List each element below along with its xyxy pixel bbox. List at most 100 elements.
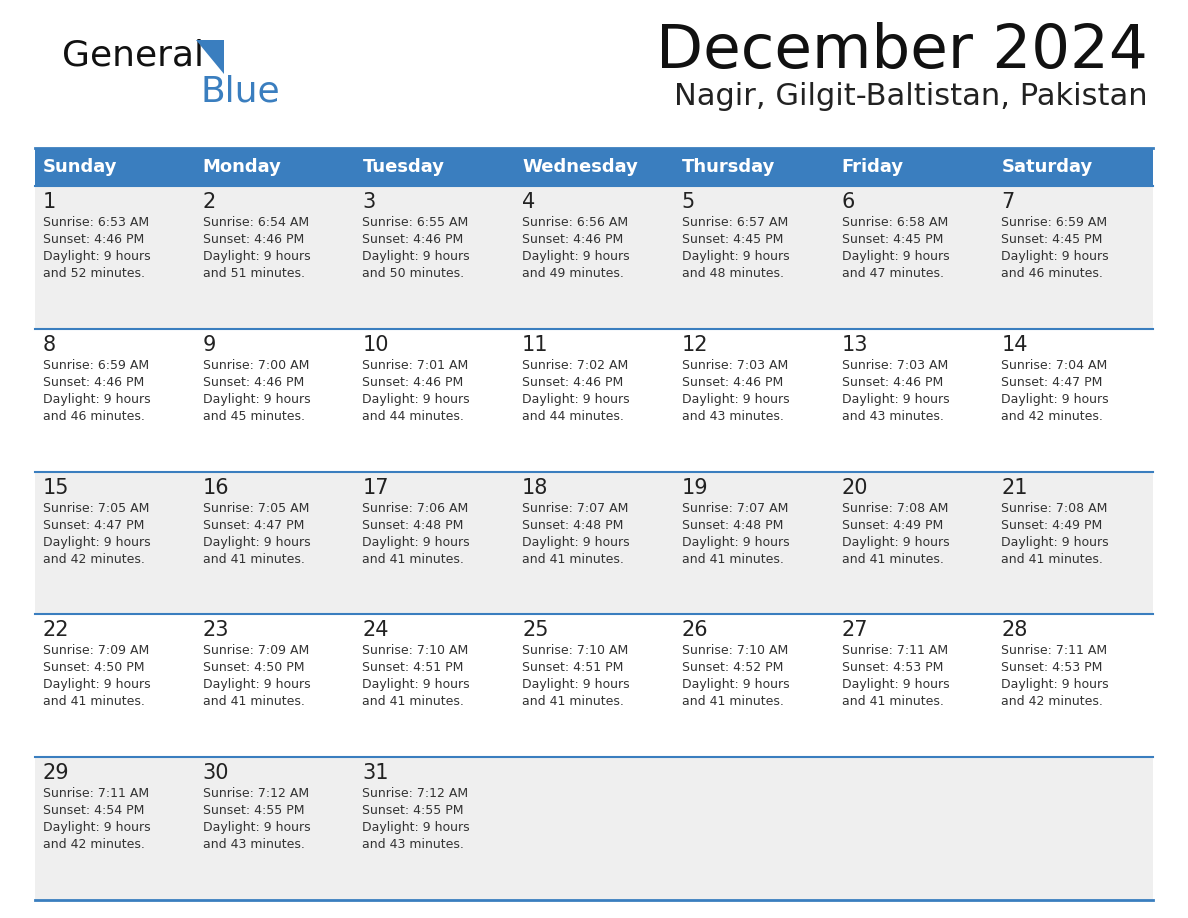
- Text: Sunset: 4:48 PM: Sunset: 4:48 PM: [523, 519, 624, 532]
- Text: Sunset: 4:50 PM: Sunset: 4:50 PM: [203, 661, 304, 675]
- Text: and 49 minutes.: and 49 minutes.: [523, 267, 624, 280]
- Text: Sunday: Sunday: [43, 158, 118, 176]
- Text: Sunset: 4:46 PM: Sunset: 4:46 PM: [43, 233, 144, 246]
- Text: and 46 minutes.: and 46 minutes.: [1001, 267, 1104, 280]
- Text: Sunrise: 7:04 AM: Sunrise: 7:04 AM: [1001, 359, 1107, 372]
- Text: 21: 21: [1001, 477, 1028, 498]
- Text: and 41 minutes.: and 41 minutes.: [841, 553, 943, 565]
- Text: Sunrise: 7:10 AM: Sunrise: 7:10 AM: [362, 644, 469, 657]
- Text: Sunrise: 6:58 AM: Sunrise: 6:58 AM: [841, 216, 948, 229]
- Text: 6: 6: [841, 192, 855, 212]
- Text: Sunrise: 7:11 AM: Sunrise: 7:11 AM: [43, 788, 150, 800]
- Text: 12: 12: [682, 335, 708, 354]
- Text: and 47 minutes.: and 47 minutes.: [841, 267, 943, 280]
- Text: and 52 minutes.: and 52 minutes.: [43, 267, 145, 280]
- Text: and 42 minutes.: and 42 minutes.: [43, 553, 145, 565]
- Text: 18: 18: [523, 477, 549, 498]
- Bar: [34, 186, 1154, 329]
- Text: Sunset: 4:51 PM: Sunset: 4:51 PM: [362, 661, 463, 675]
- Text: Sunset: 4:46 PM: Sunset: 4:46 PM: [362, 375, 463, 389]
- Text: 24: 24: [362, 621, 388, 641]
- Text: 30: 30: [203, 763, 229, 783]
- Text: Daylight: 9 hours: Daylight: 9 hours: [523, 535, 630, 549]
- Text: Monday: Monday: [203, 158, 282, 176]
- Bar: [34, 329, 1154, 472]
- Text: Sunrise: 7:10 AM: Sunrise: 7:10 AM: [682, 644, 788, 657]
- Text: Sunset: 4:55 PM: Sunset: 4:55 PM: [362, 804, 465, 817]
- Text: and 41 minutes.: and 41 minutes.: [43, 696, 145, 709]
- Text: Sunset: 4:47 PM: Sunset: 4:47 PM: [1001, 375, 1102, 389]
- Text: Daylight: 9 hours: Daylight: 9 hours: [841, 678, 949, 691]
- Text: 16: 16: [203, 477, 229, 498]
- Text: 17: 17: [362, 477, 388, 498]
- Text: and 41 minutes.: and 41 minutes.: [1001, 553, 1104, 565]
- Text: Sunset: 4:46 PM: Sunset: 4:46 PM: [43, 375, 144, 389]
- Text: Daylight: 9 hours: Daylight: 9 hours: [362, 678, 470, 691]
- Bar: [34, 148, 1154, 186]
- Text: Sunrise: 7:09 AM: Sunrise: 7:09 AM: [43, 644, 150, 657]
- Text: Sunset: 4:47 PM: Sunset: 4:47 PM: [43, 519, 145, 532]
- Text: Sunrise: 6:55 AM: Sunrise: 6:55 AM: [362, 216, 469, 229]
- Text: Sunrise: 7:08 AM: Sunrise: 7:08 AM: [841, 501, 948, 515]
- Text: 29: 29: [43, 763, 70, 783]
- Text: Sunrise: 7:09 AM: Sunrise: 7:09 AM: [203, 644, 309, 657]
- Text: Sunrise: 7:06 AM: Sunrise: 7:06 AM: [362, 501, 469, 515]
- Text: Sunset: 4:51 PM: Sunset: 4:51 PM: [523, 661, 624, 675]
- Text: Daylight: 9 hours: Daylight: 9 hours: [203, 393, 310, 406]
- Text: and 41 minutes.: and 41 minutes.: [203, 553, 304, 565]
- Text: Daylight: 9 hours: Daylight: 9 hours: [523, 250, 630, 263]
- Text: and 43 minutes.: and 43 minutes.: [203, 838, 304, 851]
- Text: Sunrise: 7:03 AM: Sunrise: 7:03 AM: [841, 359, 948, 372]
- Text: 26: 26: [682, 621, 708, 641]
- Text: Sunrise: 6:54 AM: Sunrise: 6:54 AM: [203, 216, 309, 229]
- Text: and 43 minutes.: and 43 minutes.: [682, 409, 784, 423]
- Text: Daylight: 9 hours: Daylight: 9 hours: [1001, 250, 1108, 263]
- Text: Daylight: 9 hours: Daylight: 9 hours: [841, 250, 949, 263]
- Text: 2: 2: [203, 192, 216, 212]
- Text: Sunset: 4:55 PM: Sunset: 4:55 PM: [203, 804, 304, 817]
- Text: Sunrise: 7:10 AM: Sunrise: 7:10 AM: [523, 644, 628, 657]
- Text: Daylight: 9 hours: Daylight: 9 hours: [203, 822, 310, 834]
- Text: Saturday: Saturday: [1001, 158, 1093, 176]
- Text: Sunset: 4:47 PM: Sunset: 4:47 PM: [203, 519, 304, 532]
- Text: 23: 23: [203, 621, 229, 641]
- Text: 15: 15: [43, 477, 70, 498]
- Text: and 41 minutes.: and 41 minutes.: [523, 696, 624, 709]
- Text: Sunset: 4:46 PM: Sunset: 4:46 PM: [203, 233, 304, 246]
- Text: Nagir, Gilgit-Baltistan, Pakistan: Nagir, Gilgit-Baltistan, Pakistan: [675, 82, 1148, 111]
- Text: Sunset: 4:53 PM: Sunset: 4:53 PM: [841, 661, 943, 675]
- Text: Daylight: 9 hours: Daylight: 9 hours: [362, 393, 470, 406]
- Text: Sunrise: 6:53 AM: Sunrise: 6:53 AM: [43, 216, 150, 229]
- Text: Sunrise: 7:02 AM: Sunrise: 7:02 AM: [523, 359, 628, 372]
- Text: 28: 28: [1001, 621, 1028, 641]
- Bar: [34, 472, 1154, 614]
- Text: and 44 minutes.: and 44 minutes.: [523, 409, 624, 423]
- Text: 20: 20: [841, 477, 868, 498]
- Text: 14: 14: [1001, 335, 1028, 354]
- Text: 3: 3: [362, 192, 375, 212]
- Text: and 41 minutes.: and 41 minutes.: [841, 696, 943, 709]
- Text: 1: 1: [43, 192, 56, 212]
- Text: Daylight: 9 hours: Daylight: 9 hours: [203, 678, 310, 691]
- Text: and 41 minutes.: and 41 minutes.: [682, 553, 784, 565]
- Text: Daylight: 9 hours: Daylight: 9 hours: [523, 393, 630, 406]
- Text: Sunrise: 7:01 AM: Sunrise: 7:01 AM: [362, 359, 469, 372]
- Text: 10: 10: [362, 335, 388, 354]
- Text: Sunrise: 7:11 AM: Sunrise: 7:11 AM: [841, 644, 948, 657]
- Text: Sunset: 4:46 PM: Sunset: 4:46 PM: [203, 375, 304, 389]
- Text: Sunset: 4:48 PM: Sunset: 4:48 PM: [682, 519, 783, 532]
- Text: 8: 8: [43, 335, 56, 354]
- Text: Daylight: 9 hours: Daylight: 9 hours: [43, 393, 151, 406]
- Text: Daylight: 9 hours: Daylight: 9 hours: [203, 535, 310, 549]
- Text: Sunrise: 7:05 AM: Sunrise: 7:05 AM: [43, 501, 150, 515]
- Text: Sunrise: 7:07 AM: Sunrise: 7:07 AM: [682, 501, 788, 515]
- Text: Daylight: 9 hours: Daylight: 9 hours: [362, 535, 470, 549]
- Text: 13: 13: [841, 335, 868, 354]
- Text: and 42 minutes.: and 42 minutes.: [1001, 409, 1104, 423]
- Text: Daylight: 9 hours: Daylight: 9 hours: [43, 535, 151, 549]
- Text: Sunrise: 6:57 AM: Sunrise: 6:57 AM: [682, 216, 788, 229]
- Text: 4: 4: [523, 192, 536, 212]
- Text: Sunset: 4:46 PM: Sunset: 4:46 PM: [841, 375, 943, 389]
- Text: Sunset: 4:50 PM: Sunset: 4:50 PM: [43, 661, 145, 675]
- Text: Daylight: 9 hours: Daylight: 9 hours: [43, 822, 151, 834]
